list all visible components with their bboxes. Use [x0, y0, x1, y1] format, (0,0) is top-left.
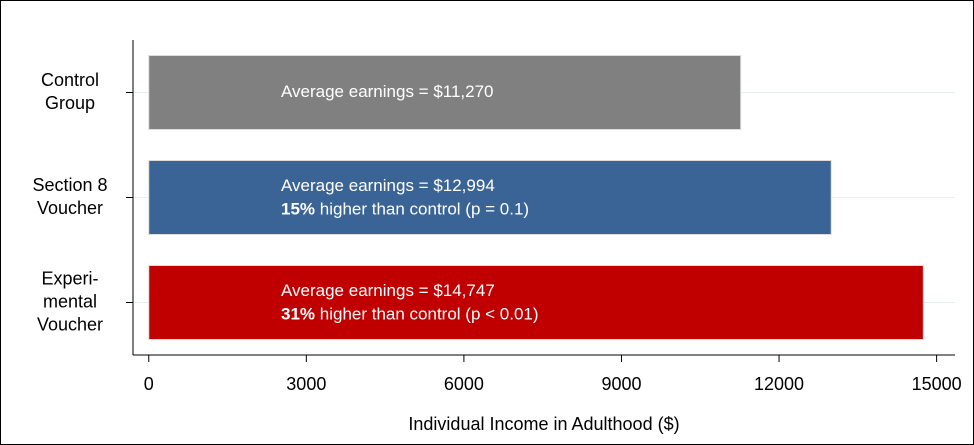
x-axis-title: Individual Income in Adulthood ($) [408, 414, 679, 434]
bar [148, 55, 742, 130]
note: 15% higher than control (p = 0.1) [281, 200, 529, 219]
note-emphasis: 31% [281, 305, 315, 324]
x-tick-label: 3000 [286, 374, 326, 394]
y-tick-label: Control Group [41, 70, 99, 113]
value-label: Average earnings = $12,994 [281, 176, 495, 195]
x-tick-label: 9000 [601, 374, 641, 394]
note-text: higher than control (p = 0.1) [315, 200, 529, 219]
value-label: Average earnings = $14,747 [281, 281, 495, 300]
note: 31% higher than control (p < 0.01) [281, 305, 539, 324]
bar [148, 265, 924, 340]
note-text: higher than control (p < 0.01) [315, 305, 539, 324]
value-label: Average earnings = $11,270 [281, 82, 494, 101]
bar [148, 160, 832, 235]
x-tick-label: 6000 [444, 374, 484, 394]
y-tick-label: Section 8 Voucher [32, 175, 107, 218]
x-tick-label: 15000 [912, 374, 962, 394]
y-tick-label: Experi-mental Voucher [37, 268, 103, 334]
x-tick-label: 0 [144, 374, 154, 394]
note-emphasis: 15% [281, 200, 315, 219]
x-tick-label: 12000 [754, 374, 804, 394]
